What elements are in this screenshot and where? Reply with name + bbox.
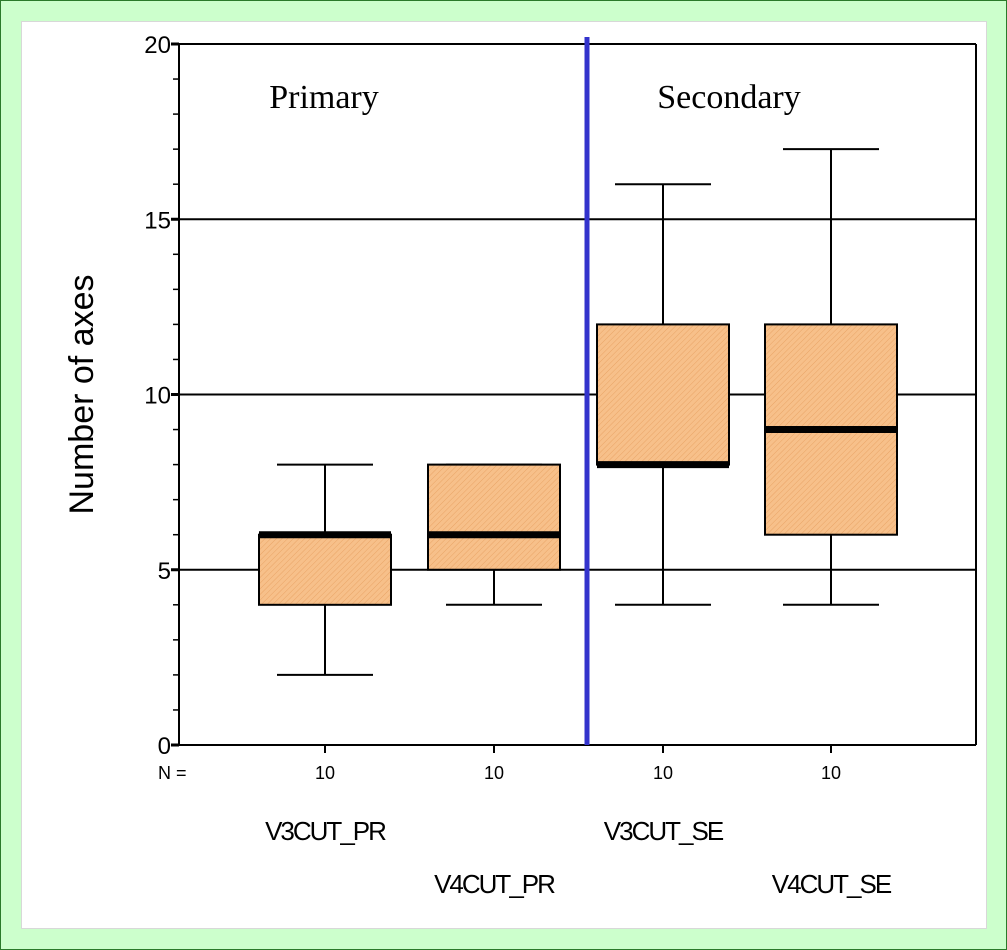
y-axis-title: Number of axes: [63, 275, 101, 515]
box-V3CUT_SE: [596, 183, 730, 606]
category-label-V3CUT_PR: V3CUT_PR: [265, 816, 386, 846]
iqr-box: [427, 463, 561, 571]
iqr-box: [596, 323, 730, 466]
label-layer: 0 5 10 15 20 Primary Secondary Number of axes N …: [63, 32, 894, 899]
n-value-V4CUT_SE: 10: [821, 763, 841, 783]
axis-layer: [171, 37, 977, 753]
n-value-V3CUT_PR: 10: [315, 763, 335, 783]
y-tick-label-15: 15: [144, 207, 171, 234]
n-row-label: N =: [158, 763, 187, 783]
y-tick-label-0: 0: [158, 733, 171, 760]
box-V4CUT_PR: [427, 463, 561, 606]
y-tick-label-10: 10: [144, 383, 171, 410]
y-tick-label-20: 20: [144, 32, 171, 59]
category-label-V4CUT_PR: V4CUT_PR: [434, 869, 555, 899]
category-label-V4CUT_SE: V4CUT_SE: [772, 869, 892, 899]
box-layer: [258, 148, 898, 676]
category-label-V3CUT_SE: V3CUT_SE: [604, 816, 724, 846]
region-label-primary: Primary: [269, 79, 379, 116]
n-value-V3CUT_SE: 10: [653, 763, 673, 783]
n-value-V4CUT_PR: 10: [484, 763, 504, 783]
y-tick-label-5: 5: [158, 558, 171, 585]
iqr-box: [258, 533, 392, 606]
box-V4CUT_SE: [764, 148, 898, 606]
region-label-secondary: Secondary: [657, 79, 801, 116]
box-V3CUT_PR: [258, 463, 392, 676]
